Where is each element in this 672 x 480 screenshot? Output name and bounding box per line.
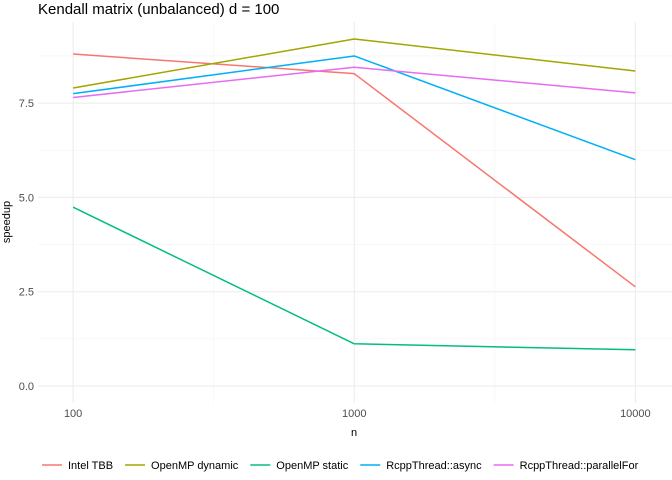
legend: Intel TBB OpenMP dynamic OpenMP static Rcpp… bbox=[42, 460, 639, 472]
y-axis-label: speedup bbox=[1, 201, 13, 243]
chart-title: Kendall matrix (unbalanced) d = 100 bbox=[38, 1, 279, 18]
y-tick-label: 2.5 bbox=[19, 287, 34, 299]
y-tick-label: 0.0 bbox=[19, 381, 34, 393]
legend-item-rcppthread-async: RcppThread::async bbox=[360, 460, 482, 472]
legend-item-openmp-dynamic: OpenMP dynamic bbox=[125, 460, 239, 472]
y-axis-tick-labels: 0.0 2.5 5.0 7.5 bbox=[19, 98, 34, 393]
legend-label-rcppthread-async: RcppThread::async bbox=[386, 460, 482, 472]
x-axis-label: n bbox=[351, 427, 357, 439]
y-tick-label: 5.0 bbox=[19, 192, 34, 204]
y-tick-label: 7.5 bbox=[19, 98, 34, 110]
series-lines bbox=[72, 38, 636, 351]
series-line-rcppthread-async bbox=[73, 55, 636, 161]
legend-label-openmp-dynamic: OpenMP dynamic bbox=[151, 460, 239, 472]
series-line-openmp-dynamic bbox=[72, 38, 636, 89]
major-gridlines-horizontal bbox=[38, 102, 672, 387]
minor-gridlines-vertical bbox=[213, 22, 496, 403]
major-gridlines-vertical bbox=[72, 22, 636, 403]
legend-item-openmp-static: OpenMP static bbox=[250, 460, 349, 472]
series-line-openmp-static bbox=[72, 206, 636, 351]
x-tick-label: 100 bbox=[64, 408, 82, 420]
x-axis-tick-labels: 100 1000 10000 bbox=[64, 408, 651, 420]
legend-item-intel-tbb: Intel TBB bbox=[42, 460, 113, 472]
legend-item-rcppthread-parallelfor: RcppThread::parallelFor bbox=[493, 460, 639, 472]
x-tick-label: 10000 bbox=[620, 408, 651, 420]
series-line-rcppthread-parallelfor bbox=[73, 66, 636, 99]
series-line-intel-tbb bbox=[73, 53, 636, 288]
legend-label-intel-tbb: Intel TBB bbox=[68, 460, 113, 472]
x-tick-label: 1000 bbox=[342, 408, 366, 420]
legend-label-openmp-static: OpenMP static bbox=[276, 460, 348, 472]
legend-label-rcppthread-parallelfor: RcppThread::parallelFor bbox=[520, 460, 639, 472]
